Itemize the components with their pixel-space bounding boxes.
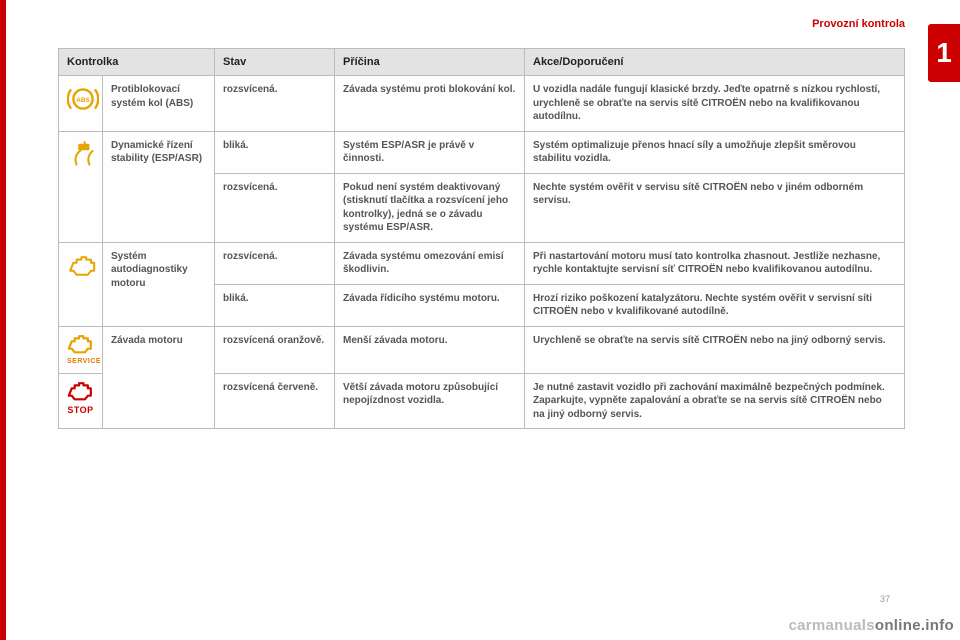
engine-outline-icon: [67, 250, 99, 282]
chapter-tab: 1: [928, 24, 960, 82]
action-cell: Systém optimalizuje přenos hnací síly a …: [525, 131, 905, 173]
cause-cell: Menší závada motoru.: [335, 326, 525, 373]
engine-service-icon: [67, 334, 97, 356]
table-row: ABS Protiblokovací systém kol (ABS) rozs…: [59, 76, 905, 132]
table-row: Dynamické řízení stability (ESP/ASR) bli…: [59, 131, 905, 173]
col-stav: Stav: [215, 49, 335, 76]
footer-url-pale: carmanuals: [788, 617, 874, 634]
lamp-name: Závada motoru: [103, 326, 215, 429]
col-kontrolka: Kontrolka: [59, 49, 215, 76]
state-cell: bliká.: [215, 284, 335, 326]
action-cell: Při nastartování motoru musí tato kontro…: [525, 242, 905, 284]
cause-cell: Pokud není systém deaktivovaný (stisknut…: [335, 173, 525, 242]
action-cell: U vozidla nadále fungují klasické brzdy.…: [525, 76, 905, 132]
chapter-number: 1: [936, 37, 952, 69]
footer-url: carmanualsonline.info: [788, 617, 954, 634]
col-pricina: Příčina: [335, 49, 525, 76]
icon-cell: [59, 242, 103, 326]
state-cell: rozsvícená.: [215, 76, 335, 132]
cause-cell: Závada systému proti blokování kol.: [335, 76, 525, 132]
service-label: SERVICE: [67, 357, 94, 366]
state-cell: rozsvícená.: [215, 173, 335, 242]
cause-cell: Větší závada motoru způsobující nepojízd…: [335, 373, 525, 429]
footer-url-dark: online.info: [875, 617, 954, 634]
page-content: Kontrolka Stav Příčina Akce/Doporučení A…: [58, 48, 905, 588]
icon-cell: [59, 131, 103, 242]
icon-cell: SERVICE: [59, 326, 103, 373]
action-cell: Je nutné zastavit vozidlo při zachování …: [525, 373, 905, 429]
left-red-edge: [0, 0, 6, 640]
esp-icon: [67, 139, 99, 171]
state-cell: rozsvícená červeně.: [215, 373, 335, 429]
icon-cell: ABS: [59, 76, 103, 132]
lamp-name: Protiblokovací systém kol (ABS): [103, 76, 215, 132]
cause-cell: Závada řídicího systému motoru.: [335, 284, 525, 326]
lamp-name: Dynamické řízení stability (ESP/ASR): [103, 131, 215, 242]
state-cell: bliká.: [215, 131, 335, 173]
state-cell: rozsvícená oranžově.: [215, 326, 335, 373]
page-number: 37: [880, 594, 890, 604]
col-akce: Akce/Doporučení: [525, 49, 905, 76]
section-title: Provozní kontrola: [812, 18, 905, 30]
svg-text:ABS: ABS: [76, 97, 90, 104]
warning-lamps-table: Kontrolka Stav Příčina Akce/Doporučení A…: [58, 48, 905, 429]
action-cell: Hrozí riziko poškození katalyzátoru. Nec…: [525, 284, 905, 326]
table-row: Systém autodiagnostiky motoru rozsvícená…: [59, 242, 905, 284]
stop-label: STOP: [67, 404, 94, 416]
action-cell: Nechte systém ověřit v servisu sítě CITR…: [525, 173, 905, 242]
state-cell: rozsvícená.: [215, 242, 335, 284]
cause-cell: Systém ESP/ASR je právě v činnosti.: [335, 131, 525, 173]
action-cell: Urychleně se obraťte na servis sítě CITR…: [525, 326, 905, 373]
table-row: SERVICE Závada motoru rozsvícená oranžov…: [59, 326, 905, 373]
lamp-name: Systém autodiagnostiky motoru: [103, 242, 215, 326]
cause-cell: Závada systému omezování emisí škodlivin…: [335, 242, 525, 284]
engine-stop-icon: [67, 381, 97, 403]
icon-cell: STOP: [59, 373, 103, 429]
abs-icon: ABS: [67, 83, 99, 115]
